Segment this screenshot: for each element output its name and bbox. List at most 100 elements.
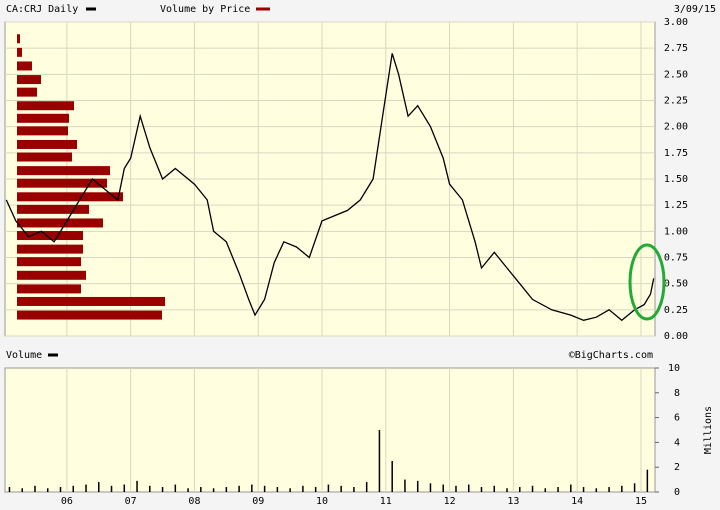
volume-bar	[110, 485, 113, 492]
price-line	[5, 53, 655, 322]
volume-by-price-bar	[17, 270, 86, 280]
volume-bar	[276, 487, 279, 492]
volume-bar	[416, 480, 419, 492]
volume-bar	[378, 430, 381, 492]
volume-bar	[149, 485, 151, 492]
volume-bar	[621, 485, 623, 492]
y-tick-label: 0.00	[664, 331, 688, 342]
volume-by-price-bar	[17, 87, 37, 97]
y-tick-label: 1.00	[664, 226, 688, 237]
volume-bar	[59, 487, 62, 492]
y-tick-label: 8	[674, 388, 680, 399]
volume-bar	[98, 482, 100, 492]
volume-bar	[582, 487, 585, 492]
volume-bar	[570, 484, 572, 492]
volume-bar	[391, 461, 393, 492]
volume-bar	[353, 487, 355, 492]
volume-panel	[4, 367, 656, 493]
y-tick-label: 3.00	[664, 17, 688, 28]
x-tick-label: 09	[252, 496, 264, 507]
volume-by-price-bar	[17, 178, 107, 188]
volume-by-price-bar	[17, 244, 83, 254]
volume-by-price-bar	[17, 296, 165, 306]
volume-bar	[595, 488, 598, 492]
volume-bar	[314, 487, 317, 492]
y-tick-label: 2.50	[664, 69, 688, 80]
y-tick-label: 1.25	[664, 200, 688, 211]
y-tick-label: 2.25	[664, 96, 688, 107]
volume-bar	[544, 488, 547, 492]
volume-bar	[442, 484, 444, 492]
volume-bar	[21, 488, 23, 492]
volume-by-price-bar	[17, 152, 72, 162]
x-tick-label: 07	[125, 496, 137, 507]
volume-bar	[531, 485, 534, 492]
x-tick-label: 08	[188, 496, 200, 507]
volume-bar	[506, 488, 508, 492]
volume-bar	[136, 480, 138, 492]
volume-bar	[557, 487, 559, 492]
volume-bar	[340, 485, 342, 492]
volume-by-price-bar	[17, 257, 81, 267]
y-tick-label: 1.75	[664, 148, 688, 159]
volume-by-price-bar	[17, 61, 32, 71]
volume-by-price-bar	[17, 192, 123, 202]
volume-bar	[187, 488, 189, 492]
y-tick-label: 0	[674, 487, 680, 498]
volume-bar	[238, 485, 240, 492]
y-tick-label: 6	[674, 413, 680, 424]
y-axis-label: Millions	[703, 406, 714, 454]
y-tick-label: 10	[668, 363, 680, 374]
volume-bar	[123, 484, 126, 492]
volume-by-price-bar	[17, 310, 162, 320]
date: 3/09/15	[674, 4, 716, 15]
legend-label: Volume by Price	[160, 4, 250, 15]
volume-bar	[302, 485, 304, 492]
volume-bar	[519, 487, 521, 492]
y-tick-label: 0.25	[664, 305, 688, 316]
volume-bar	[263, 485, 266, 492]
y-tick-label: 2.00	[664, 122, 688, 133]
volume-bar	[174, 484, 177, 492]
volume-by-price-bar	[17, 75, 41, 85]
volume-by-price-bar	[17, 166, 110, 176]
volume-by-price-bar	[17, 139, 77, 149]
volume-bar	[34, 485, 36, 492]
y-tick-label: 0.50	[664, 279, 688, 290]
x-tick-label: 11	[380, 496, 392, 507]
volume-bar	[633, 483, 636, 492]
volume-bar	[212, 488, 215, 492]
volume-by-price-bar	[17, 113, 69, 123]
volume-bar	[72, 485, 75, 492]
volume-bar	[225, 487, 228, 492]
volume-bar	[493, 485, 496, 492]
x-tick-label: 10	[316, 496, 328, 507]
x-tick-label: 13	[507, 496, 519, 507]
volume-by-price-bar	[17, 126, 68, 136]
volume-title: Volume	[6, 350, 42, 361]
volume-bar	[429, 483, 432, 492]
volume-bar	[365, 482, 368, 492]
volume-by-price-bar	[17, 284, 81, 294]
volume-by-price-bar	[17, 101, 74, 111]
copyright: ©BigCharts.com	[569, 350, 653, 361]
x-tick-label: 14	[571, 496, 583, 507]
volume-bar	[8, 487, 11, 492]
volume-by-price-bar	[17, 231, 83, 241]
volume-bar	[608, 487, 610, 492]
volume-by-price-bar	[17, 204, 89, 214]
highlight-ellipse	[628, 243, 666, 321]
x-tick-label: 12	[444, 496, 456, 507]
volume-bar	[404, 479, 406, 492]
y-tick-label: 2	[674, 462, 680, 473]
volume-by-price-bar	[17, 218, 103, 228]
volume-bar	[646, 469, 649, 492]
x-tick-label: 15	[635, 496, 647, 507]
y-tick-label: 2.75	[664, 43, 688, 54]
volume-bar	[467, 484, 470, 492]
volume-bar	[46, 488, 49, 492]
volume-bar	[327, 484, 330, 492]
chart-title: CA:CRJ Daily	[6, 4, 78, 15]
y-tick-label: 4	[674, 437, 680, 448]
